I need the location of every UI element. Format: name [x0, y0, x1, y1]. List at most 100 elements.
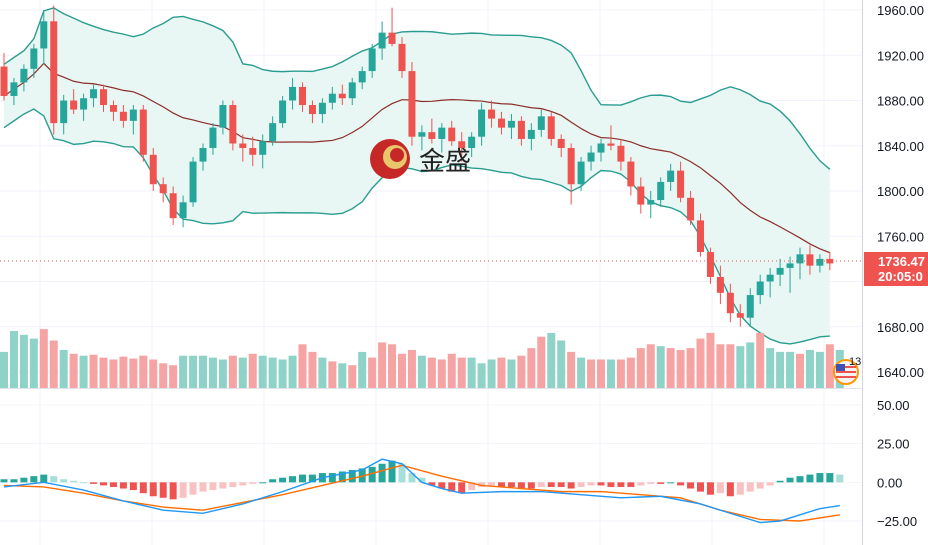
candle[interactable]	[657, 177, 665, 207]
candle[interactable]	[547, 111, 555, 146]
candle[interactable]	[597, 138, 605, 162]
candle[interactable]	[776, 258, 784, 287]
candle[interactable]	[308, 100, 316, 124]
candle[interactable]	[687, 191, 695, 225]
candle[interactable]	[438, 123, 446, 153]
candle[interactable]	[557, 134, 565, 158]
candle[interactable]	[468, 132, 476, 158]
volume-bar	[199, 355, 207, 388]
candle[interactable]	[667, 163, 675, 191]
candle[interactable]	[716, 265, 724, 305]
candle[interactable]	[328, 86, 336, 110]
candle[interactable]	[259, 134, 267, 169]
candle[interactable]	[0, 52, 8, 101]
volume-bar	[696, 338, 705, 388]
candle[interactable]	[189, 157, 197, 207]
candle[interactable]	[10, 77, 18, 106]
candle[interactable]	[80, 93, 88, 121]
macd-histogram-bar	[219, 482, 227, 489]
candle[interactable]	[279, 95, 287, 128]
candle[interactable]	[40, 10, 48, 65]
candle[interactable]	[109, 100, 117, 121]
candle[interactable]	[289, 77, 297, 110]
candle[interactable]	[249, 136, 257, 167]
macd-histogram-bar	[657, 482, 665, 484]
candle[interactable]	[219, 100, 227, 135]
candle[interactable]	[139, 105, 147, 162]
candle[interactable]	[209, 123, 217, 155]
candle[interactable]	[726, 283, 734, 323]
candle[interactable]	[577, 157, 585, 191]
candle[interactable]	[607, 125, 615, 151]
candle[interactable]	[458, 132, 466, 162]
candle[interactable]	[448, 120, 456, 146]
candle[interactable]	[507, 114, 515, 139]
candle[interactable]	[637, 177, 645, 214]
macd-histogram-bar	[189, 482, 197, 495]
candle[interactable]	[498, 111, 505, 135]
candle[interactable]	[408, 62, 416, 146]
macd-tick-label: −25.00	[877, 514, 917, 529]
macd-histogram-bar	[259, 482, 267, 484]
candle[interactable]	[338, 84, 346, 106]
macd-histogram-bar	[706, 482, 714, 495]
candle[interactable]	[269, 116, 277, 146]
candle[interactable]	[239, 134, 247, 162]
candle[interactable]	[428, 118, 436, 144]
candle[interactable]	[517, 116, 525, 146]
volume-bar	[686, 348, 695, 388]
volume-bar	[825, 344, 834, 388]
candle[interactable]	[647, 191, 655, 219]
candle[interactable]	[50, 5, 58, 135]
candle[interactable]	[90, 84, 98, 108]
candle[interactable]	[746, 288, 754, 327]
candle[interactable]	[627, 157, 635, 196]
candle[interactable]	[587, 145, 595, 171]
candle[interactable]	[796, 247, 804, 280]
candle[interactable]	[318, 98, 326, 124]
candle[interactable]	[30, 43, 38, 78]
candle[interactable]	[816, 254, 824, 273]
candle[interactable]	[756, 274, 764, 305]
candle[interactable]	[677, 161, 685, 203]
candle[interactable]	[826, 252, 834, 271]
candle[interactable]	[527, 123, 535, 151]
volume-bar	[49, 340, 58, 388]
candle[interactable]	[537, 109, 545, 137]
candle[interactable]	[358, 66, 366, 90]
candle[interactable]	[766, 267, 774, 298]
candle[interactable]	[806, 245, 814, 275]
candle[interactable]	[368, 43, 376, 78]
volume-bar	[29, 338, 38, 388]
candle[interactable]	[697, 213, 704, 257]
candle[interactable]	[388, 7, 396, 47]
candle[interactable]	[348, 77, 356, 106]
candle[interactable]	[179, 195, 187, 228]
candle[interactable]	[736, 304, 744, 327]
candle[interactable]	[229, 100, 237, 151]
candle[interactable]	[20, 64, 28, 92]
macd-histogram-bar	[448, 482, 456, 492]
candle[interactable]	[199, 143, 207, 171]
candle[interactable]	[567, 143, 575, 205]
candle[interactable]	[169, 186, 177, 225]
candle[interactable]	[617, 138, 625, 171]
candle[interactable]	[149, 148, 157, 191]
candle[interactable]	[706, 247, 714, 284]
candle[interactable]	[488, 100, 496, 128]
candlesticks[interactable]	[0, 5, 834, 327]
event-badge[interactable]: 13	[833, 356, 861, 385]
candle[interactable]	[60, 94, 68, 135]
candle[interactable]	[100, 84, 107, 112]
candle[interactable]	[70, 89, 78, 115]
candle[interactable]	[129, 105, 137, 135]
candle[interactable]	[378, 21, 386, 60]
candle[interactable]	[786, 256, 794, 293]
candle[interactable]	[159, 177, 167, 203]
candle[interactable]	[299, 82, 306, 112]
candle[interactable]	[398, 37, 406, 78]
candle[interactable]	[418, 125, 426, 151]
candle[interactable]	[478, 102, 486, 146]
candle[interactable]	[119, 105, 127, 128]
